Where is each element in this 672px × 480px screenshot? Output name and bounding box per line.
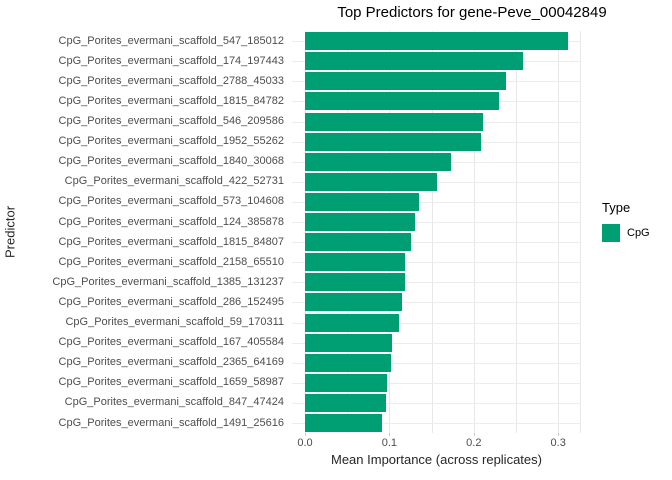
y-gridline: [292, 382, 581, 384]
x-gridline: [347, 31, 349, 433]
x-gridline: [305, 31, 306, 433]
bar-CpG_Porites_evermani_scaffold_1491_25616: [305, 414, 382, 432]
x-axis-tick-label: 0.0: [297, 437, 313, 449]
x-axis-tick-label: 0.3: [550, 437, 566, 449]
bar-CpG_Porites_evermani_scaffold_1952_55262: [305, 132, 481, 151]
bar-CpG_Porites_evermani_scaffold_1815_84782: [305, 92, 500, 111]
chart-title: Top Predictors for gene-Peve_00042849: [337, 4, 607, 21]
bar-CpG_Porites_evermani_scaffold_1840_30068: [305, 152, 451, 171]
bar-CpG_Porites_evermani_scaffold_2158_65510: [305, 253, 406, 272]
bar-CpG_Porites_evermani_scaffold_174_197443: [305, 52, 523, 71]
y-axis-tick-label: CpG_Porites_evermani_scaffold_2788_45033: [58, 74, 284, 87]
y-axis-tick-label: CpG_Porites_evermani_scaffold_547_185012: [58, 34, 284, 47]
legend: Type CpG: [602, 200, 670, 242]
y-axis-tick-label: CpG_Porites_evermani_scaffold_1840_30068: [58, 155, 284, 168]
x-gridline: [431, 31, 433, 433]
legend-swatch-cpg: [602, 224, 620, 242]
y-axis-tick-label: CpG_Porites_evermani_scaffold_1952_55262: [58, 135, 284, 147]
panel-right-edge: [580, 31, 581, 433]
bar-CpG_Porites_evermani_scaffold_547_185012: [305, 32, 569, 51]
x-gridline: [516, 31, 517, 433]
bar-CpG_Porites_evermani_scaffold_847_47424: [305, 393, 386, 412]
bar-CpG_Porites_evermani_scaffold_546_209586: [305, 112, 484, 131]
y-gridline: [292, 322, 581, 324]
y-gridline: [292, 302, 581, 304]
bar-CpG_Porites_evermani_scaffold_422_52731: [305, 172, 437, 191]
y-axis-tick-label: CpG_Porites_evermani_scaffold_573_104608: [58, 195, 284, 208]
bar-CpG_Porites_evermani_scaffold_573_104608: [305, 192, 419, 211]
x-axis-title: Mean Importance (across replicates): [331, 452, 542, 467]
y-axis-tick-label: CpG_Porites_evermani_scaffold_174_197443: [58, 54, 284, 67]
y-gridline: [292, 222, 581, 223]
y-axis-tick-label: CpG_Porites_evermani_scaffold_1385_13123…: [52, 275, 284, 288]
y-axis-labels: CpG_Porites_evermani_scaffold_547_185012…: [0, 31, 288, 433]
plot-panel: [292, 31, 581, 433]
x-axis-tick-label: 0.1: [381, 437, 398, 449]
x-gridline: [389, 31, 391, 433]
y-gridline: [292, 201, 581, 203]
x-gridline: [473, 31, 475, 433]
x-tick: [305, 433, 306, 436]
y-axis-tick-label: CpG_Porites_evermani_scaffold_422_52731: [64, 175, 284, 188]
x-tick: [389, 433, 391, 436]
y-axis-tick-label: CpG_Porites_evermani_scaffold_2158_65510: [58, 255, 284, 268]
legend-title: Type: [602, 200, 631, 215]
y-axis-tick-label: CpG_Porites_evermani_scaffold_2365_64169: [58, 356, 284, 369]
y-axis-tick-label: CpG_Porites_evermani_scaffold_546_209586: [58, 115, 284, 127]
y-gridline: [292, 402, 581, 404]
y-axis-tick-label: CpG_Porites_evermani_scaffold_286_152495: [58, 295, 284, 308]
x-tick: [558, 433, 560, 436]
y-gridline: [292, 282, 581, 284]
y-axis-tick-label: CpG_Porites_evermani_scaffold_1491_25616: [58, 416, 284, 429]
y-gridline: [292, 362, 581, 364]
bar-CpG_Porites_evermani_scaffold_167_405584: [305, 333, 392, 352]
bar-CpG_Porites_evermani_scaffold_2365_64169: [305, 353, 392, 372]
legend-item-label: CpG: [627, 227, 650, 239]
y-axis-tick-label: CpG_Porites_evermani_scaffold_1659_58987: [58, 376, 284, 389]
x-gridline: [558, 31, 560, 433]
y-axis-tick-label: CpG_Porites_evermani_scaffold_59_170311: [65, 316, 284, 328]
y-axis-tick-label: CpG_Porites_evermani_scaffold_1815_84782: [58, 94, 284, 107]
bar-CpG_Porites_evermani_scaffold_59_170311: [305, 313, 399, 332]
y-axis-tick-label: CpG_Porites_evermani_scaffold_124_385878: [58, 215, 284, 228]
bar-CpG_Porites_evermani_scaffold_1659_58987: [305, 373, 387, 392]
bar-CpG_Porites_evermani_scaffold_286_152495: [305, 293, 403, 312]
y-axis-tick-label: CpG_Porites_evermani_scaffold_1815_84807: [58, 235, 284, 248]
bar-CpG_Porites_evermani_scaffold_1385_131237: [305, 273, 405, 292]
bar-CpG_Porites_evermani_scaffold_1815_84807: [305, 233, 412, 252]
x-axis-tick-label: 0.2: [466, 437, 482, 449]
bar-CpG_Porites_evermani_scaffold_2788_45033: [305, 72, 506, 91]
y-gridline: [292, 242, 581, 244]
y-gridline: [292, 262, 581, 264]
y-axis-tick-label: CpG_Porites_evermani_scaffold_847_47424: [64, 396, 284, 409]
y-gridline: [292, 423, 581, 424]
y-axis-tick-label: CpG_Porites_evermani_scaffold_167_405584: [58, 336, 284, 349]
y-gridline: [292, 342, 581, 344]
x-tick: [473, 433, 475, 436]
legend-item-cpg: CpG: [602, 224, 670, 242]
bar-CpG_Porites_evermani_scaffold_124_385878: [305, 213, 415, 231]
